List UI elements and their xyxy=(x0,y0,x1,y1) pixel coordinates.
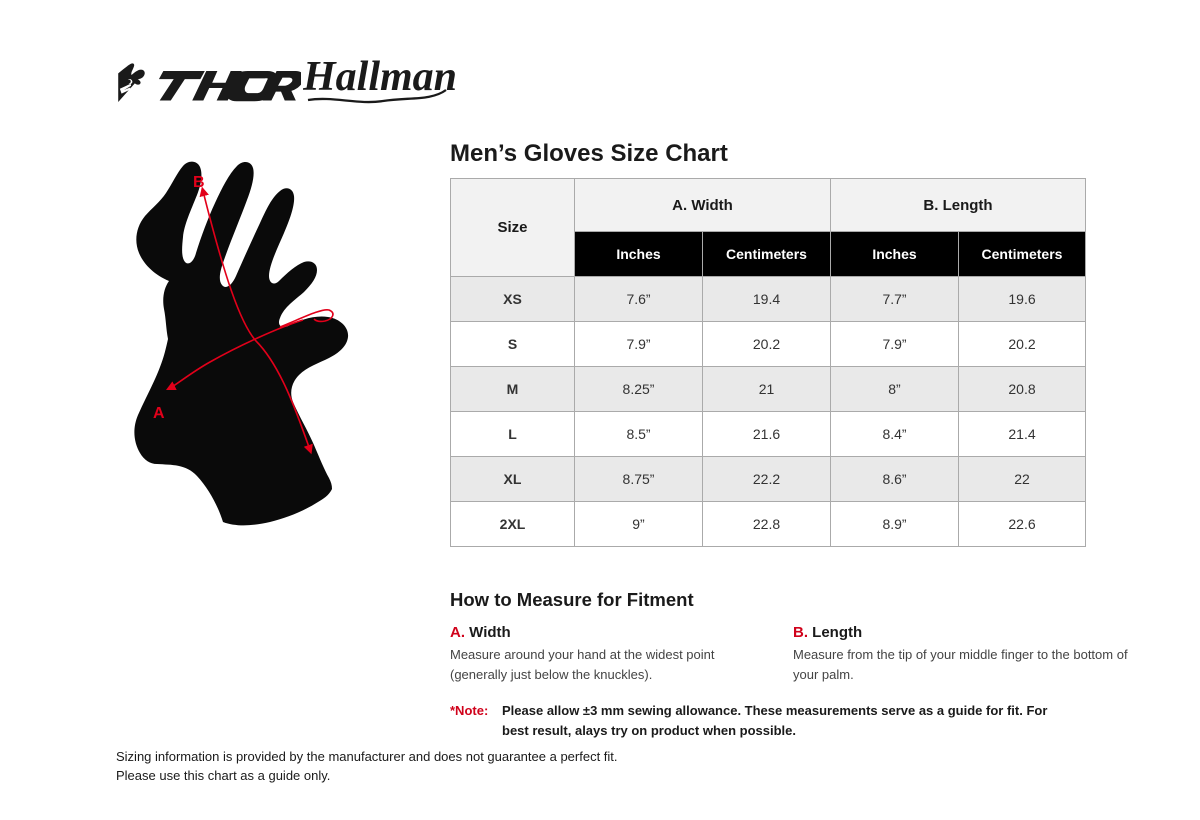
svg-text:Hallman: Hallman xyxy=(303,54,457,100)
svg-text:B: B xyxy=(193,174,205,191)
svg-text:A: A xyxy=(153,405,165,422)
